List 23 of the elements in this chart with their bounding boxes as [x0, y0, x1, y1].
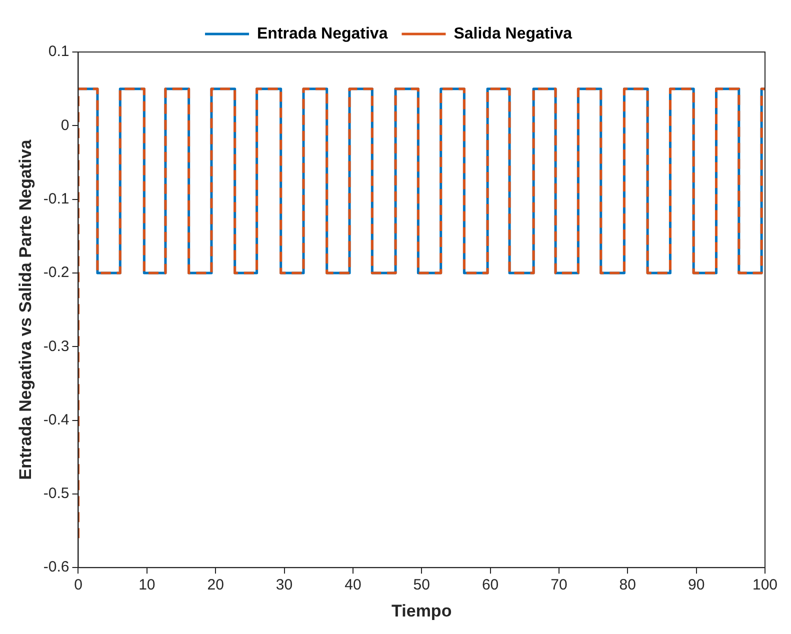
y-tick-label: -0.3 — [43, 338, 70, 355]
x-tick-label: 80 — [619, 576, 636, 594]
x-tick-label: 50 — [413, 576, 430, 594]
y-tick-label: 0 — [60, 116, 70, 134]
legend-label: Salida Negativa — [454, 25, 572, 42]
legend-label: Entrada Negativa — [257, 25, 388, 42]
x-tick-label: 30 — [276, 576, 293, 594]
y-tick-label: -0.1 — [43, 190, 70, 208]
x-tick-label: 60 — [482, 576, 499, 594]
y-tick-label: -0.4 — [43, 411, 70, 428]
x-tick-label: 100 — [752, 576, 778, 594]
y-axis-title: Entrada Negativa vs Salida Parte Negativa — [16, 139, 35, 480]
x-tick-label: 70 — [550, 576, 568, 594]
x-tick-label: 20 — [207, 576, 224, 594]
x-tick-label: 0 — [74, 576, 82, 594]
y-tick-label: -0.6 — [43, 558, 70, 576]
x-tick-label: 40 — [344, 576, 362, 594]
y-tick-label: -0.5 — [43, 485, 70, 502]
x-tick-label: 90 — [688, 576, 705, 594]
y-tick-label: -0.2 — [43, 264, 70, 282]
x-axis-title: Tiempo — [392, 601, 452, 620]
x-tick-label: 10 — [138, 576, 156, 594]
y-tick-label: 0.1 — [48, 43, 70, 60]
